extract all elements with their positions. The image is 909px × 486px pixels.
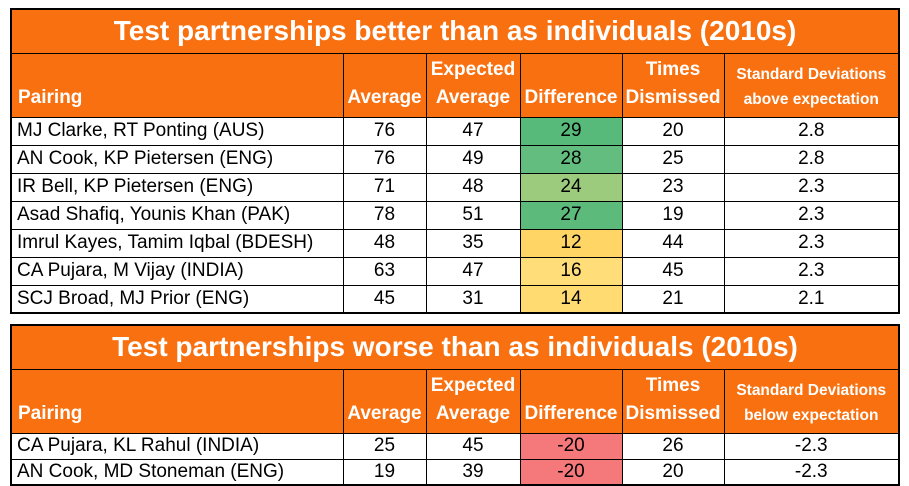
difference-cell: 12 <box>519 228 623 258</box>
table-title-worse: Test partnerships worse than as individu… <box>10 324 900 370</box>
pairing-cell: AN Cook, KP Pietersen (ENG) <box>10 144 344 174</box>
average-cell: 71 <box>342 172 427 202</box>
average-cell: 48 <box>342 228 427 258</box>
table-row: CA Pujara, KL Rahul (INDIA) 25 45 -20 26… <box>10 432 900 460</box>
average-cell: 45 <box>342 284 427 314</box>
difference-cell: 29 <box>519 116 623 146</box>
table-row: AN Cook, MD Stoneman (ENG) 19 39 -20 20 … <box>10 458 900 486</box>
times-dismissed-cell: 26 <box>621 432 725 460</box>
difference-cell: -20 <box>519 432 623 460</box>
pairing-cell: MJ Clarke, RT Ponting (AUS) <box>10 116 344 146</box>
difference-cell: 28 <box>519 144 623 174</box>
difference-cell: 24 <box>519 172 623 202</box>
sd-cell: 2.3 <box>723 256 900 286</box>
average-cell: 76 <box>342 144 427 174</box>
col-header-difference: Difference <box>519 52 623 118</box>
pairing-cell: CA Pujara, KL Rahul (INDIA) <box>10 432 344 460</box>
expected-average-cell: 47 <box>425 256 521 286</box>
col-header-expected-average: Expected Average <box>425 52 521 118</box>
times-dismissed-cell: 45 <box>621 256 725 286</box>
average-cell: 76 <box>342 116 427 146</box>
pairing-cell: CA Pujara, M Vijay (INDIA) <box>10 256 344 286</box>
sd-cell: -2.3 <box>723 432 900 460</box>
pairing-cell: IR Bell, KP Pietersen (ENG) <box>10 172 344 202</box>
difference-cell: 16 <box>519 256 623 286</box>
average-cell: 25 <box>342 432 427 460</box>
pairing-cell: Asad Shafiq, Younis Khan (PAK) <box>10 200 344 230</box>
table-partnerships-better: Test partnerships better than as individ… <box>10 8 901 314</box>
expected-average-cell: 47 <box>425 116 521 146</box>
expected-average-cell: 35 <box>425 228 521 258</box>
expected-average-cell: 39 <box>425 458 521 486</box>
pairing-cell: SCJ Broad, MJ Prior (ENG) <box>10 284 344 314</box>
col-header-pairing: Pairing <box>10 368 344 434</box>
times-dismissed-cell: 20 <box>621 116 725 146</box>
col-header-pairing: Pairing <box>10 52 344 118</box>
sd-cell: 2.8 <box>723 116 900 146</box>
table-row: Imrul Kayes, Tamim Iqbal (BDESH) 48 35 1… <box>10 228 900 258</box>
expected-average-cell: 31 <box>425 284 521 314</box>
average-cell: 78 <box>342 200 427 230</box>
col-header-times-dismissed: Times Dismissed <box>621 52 725 118</box>
col-header-average: Average <box>342 368 427 434</box>
sd-cell: 2.8 <box>723 144 900 174</box>
difference-cell: 14 <box>519 284 623 314</box>
sd-cell: 2.1 <box>723 284 900 314</box>
pairing-cell: AN Cook, MD Stoneman (ENG) <box>10 458 344 486</box>
times-dismissed-cell: 25 <box>621 144 725 174</box>
times-dismissed-cell: 21 <box>621 284 725 314</box>
table-row: SCJ Broad, MJ Prior (ENG) 45 31 14 21 2.… <box>10 284 900 314</box>
tables-gap <box>10 314 909 324</box>
table-row: CA Pujara, M Vijay (INDIA) 63 47 16 45 2… <box>10 256 900 286</box>
table-partnerships-worse: Test partnerships worse than as individu… <box>10 324 901 486</box>
sd-cell: 2.3 <box>723 172 900 202</box>
expected-average-cell: 45 <box>425 432 521 460</box>
table-row: IR Bell, KP Pietersen (ENG) 71 48 24 23 … <box>10 172 900 202</box>
average-cell: 63 <box>342 256 427 286</box>
col-header-times-dismissed: Times Dismissed <box>621 368 725 434</box>
times-dismissed-cell: 23 <box>621 172 725 202</box>
times-dismissed-cell: 20 <box>621 458 725 486</box>
col-header-standard-deviations: Standard Deviations below expectation <box>723 368 900 434</box>
col-header-expected-average: Expected Average <box>425 368 521 434</box>
table-row: AN Cook, KP Pietersen (ENG) 76 49 28 25 … <box>10 144 900 174</box>
col-header-average: Average <box>342 52 427 118</box>
times-dismissed-cell: 44 <box>621 228 725 258</box>
difference-cell: -20 <box>519 458 623 486</box>
times-dismissed-cell: 19 <box>621 200 725 230</box>
difference-cell: 27 <box>519 200 623 230</box>
table-row: Asad Shafiq, Younis Khan (PAK) 78 51 27 … <box>10 200 900 230</box>
expected-average-cell: 51 <box>425 200 521 230</box>
table-row: MJ Clarke, RT Ponting (AUS) 76 47 29 20 … <box>10 116 900 146</box>
col-header-difference: Difference <box>519 368 623 434</box>
sd-cell: 2.3 <box>723 200 900 230</box>
pairing-cell: Imrul Kayes, Tamim Iqbal (BDESH) <box>10 228 344 258</box>
col-header-standard-deviations: Standard Deviations above expectation <box>723 52 900 118</box>
sd-cell: 2.3 <box>723 228 900 258</box>
expected-average-cell: 49 <box>425 144 521 174</box>
average-cell: 19 <box>342 458 427 486</box>
sd-cell: -2.3 <box>723 458 900 486</box>
expected-average-cell: 48 <box>425 172 521 202</box>
table-title-better: Test partnerships better than as individ… <box>10 8 900 54</box>
